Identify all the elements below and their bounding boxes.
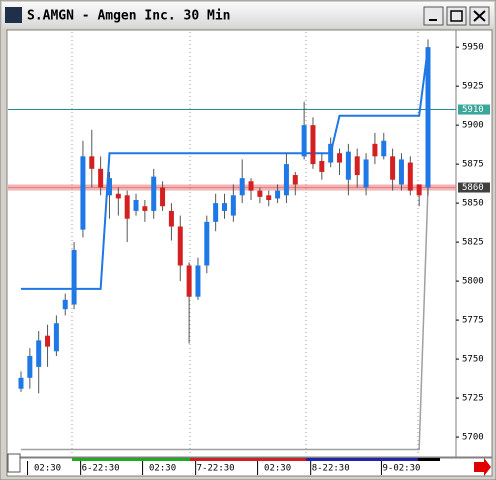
- candle-body: [177, 226, 183, 266]
- session-strip: [190, 458, 306, 461]
- candle-body: [142, 206, 148, 211]
- candle-body: [275, 190, 281, 199]
- candle-body: [257, 190, 263, 197]
- x-tick-label: 6-22:30: [82, 464, 120, 474]
- candle-body: [328, 143, 334, 163]
- candle-body: [18, 377, 24, 389]
- y-tick-label: 5775: [462, 316, 484, 326]
- window-buttons: [423, 6, 490, 26]
- candle-body: [319, 161, 325, 172]
- candle-body: [407, 162, 413, 191]
- reference-label: 5860: [462, 183, 484, 193]
- close-icon: [473, 10, 486, 22]
- session-strip: [72, 458, 190, 461]
- app-icon: [5, 7, 22, 23]
- candle-body: [425, 47, 431, 188]
- maximize-button[interactable]: [446, 6, 467, 26]
- candle-body: [45, 335, 51, 347]
- candle-body: [62, 299, 68, 310]
- candle-body: [283, 164, 289, 196]
- x-tick-label: 8-22:30: [312, 464, 350, 474]
- candle-body: [239, 178, 245, 196]
- window-title: S.AMGN - Amgen Inc. 30 Min: [27, 9, 231, 24]
- candle-body: [124, 195, 130, 219]
- candle-body: [27, 355, 33, 378]
- reference-box: [458, 104, 490, 115]
- price-axis: [455, 29, 493, 458]
- y-tick-label: 5925: [462, 82, 484, 92]
- y-tick-label: 5875: [462, 160, 484, 170]
- y-tick-label: 5700: [462, 433, 484, 443]
- candle-body: [266, 195, 272, 200]
- candle-body: [151, 176, 157, 211]
- candle-body: [213, 203, 219, 222]
- candle-body: [133, 200, 139, 211]
- chart: 5700 5725 5750 5775 5800 5825 5850 5875 5900 5925…: [8, 32, 490, 475]
- y-tick-label: 5900: [462, 121, 484, 131]
- x-tick-label: 7-22:30: [197, 464, 235, 474]
- candle-body: [301, 125, 307, 157]
- overlay-line: [21, 47, 429, 290]
- title-bar: [2, 2, 494, 28]
- plot-area: [6, 29, 457, 458]
- candle-body: [168, 210, 174, 227]
- candle-body: [390, 156, 396, 180]
- candle-body: [71, 249, 77, 305]
- maximize-icon: [450, 10, 463, 22]
- candle-body: [354, 156, 360, 176]
- overlay-line: [21, 187, 429, 451]
- y-tick-label: 5800: [462, 277, 484, 287]
- x-tick-label: 02:30: [149, 464, 176, 474]
- candle-body: [248, 181, 254, 191]
- candle-body: [186, 265, 192, 297]
- y-tick-label: 5950: [462, 43, 484, 53]
- candle-body: [416, 184, 422, 196]
- x-tick-label: 02:30: [264, 464, 291, 474]
- scroll-arrow[interactable]: [474, 458, 491, 476]
- candle-body: [363, 159, 369, 188]
- candle-body: [80, 156, 86, 230]
- reference-label: 5910: [462, 105, 484, 115]
- session-strip: [306, 458, 418, 461]
- candle-body: [222, 203, 227, 211]
- candle-body: [310, 125, 316, 165]
- x-tick-label: 9-02:30: [382, 464, 420, 474]
- y-tick-label: 5850: [462, 199, 484, 209]
- candle-body: [292, 175, 298, 185]
- candle-body: [230, 195, 236, 216]
- candle-body: [115, 193, 121, 199]
- candle-body: [53, 323, 59, 352]
- candle-body: [89, 156, 95, 169]
- candle-body: [398, 159, 404, 185]
- x-tick-label: 02:30: [34, 464, 61, 474]
- candle-body: [337, 153, 343, 163]
- candle-body: [381, 140, 387, 157]
- minimize-button[interactable]: [423, 6, 444, 26]
- reference-box: [458, 182, 490, 193]
- y-tick-label: 5750: [462, 355, 484, 365]
- y-tick-label: 5825: [462, 238, 484, 248]
- candle-body: [372, 143, 378, 157]
- candle-body: [160, 187, 166, 207]
- candle-body: [345, 151, 351, 180]
- y-tick-label: 5725: [462, 394, 484, 404]
- candle-body: [106, 178, 112, 196]
- candle-body: [98, 168, 104, 188]
- scroll-box[interactable]: [7, 453, 21, 473]
- candle-body: [36, 340, 42, 367]
- candle-body: [204, 221, 210, 266]
- candle-body: [195, 265, 201, 297]
- session-strip: [418, 458, 440, 461]
